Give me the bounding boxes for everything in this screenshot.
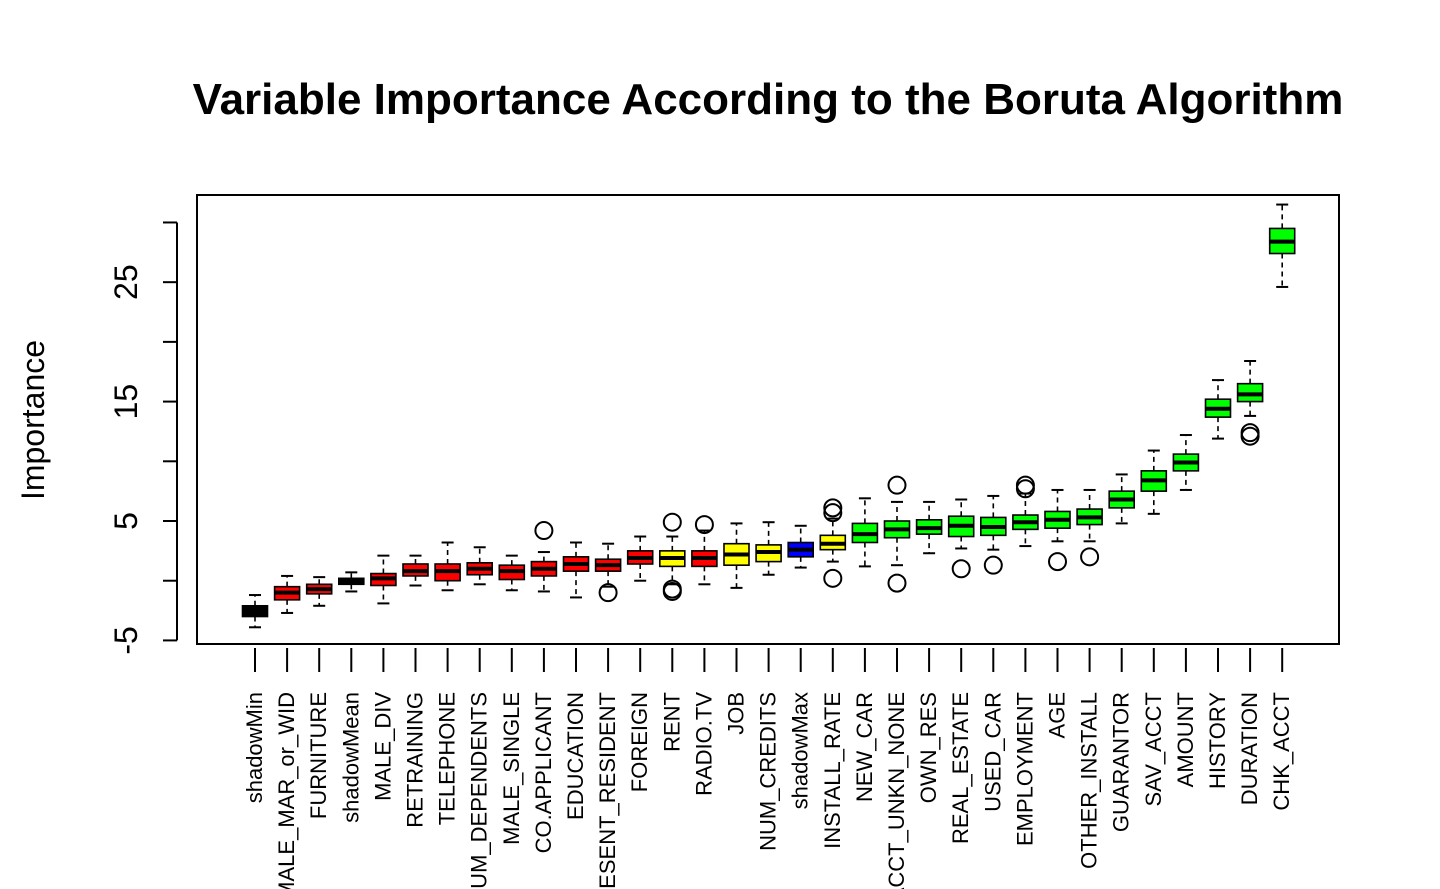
box-used-car xyxy=(979,494,1007,575)
outlier-point xyxy=(823,503,843,523)
outlier-point xyxy=(598,583,618,603)
outlier-point xyxy=(694,515,714,535)
box-age xyxy=(1044,488,1071,572)
x-tick-label: OTHER_INSTALL xyxy=(1077,692,1102,869)
box-telephone xyxy=(434,541,461,592)
outlier-point xyxy=(662,512,682,532)
box-co-applicant xyxy=(530,521,558,593)
outlier-point xyxy=(983,555,1003,575)
boxplot-series xyxy=(241,203,1296,629)
y-tick-label: 25 xyxy=(108,264,144,300)
x-tick-label: NUM_CREDITS xyxy=(756,692,781,851)
x-tick-label: EDUCATION xyxy=(563,692,588,820)
y-axis-label: Importance xyxy=(15,340,51,500)
x-tick-label: PERSONAL_STATUS_MALE_MAR_or_WID xyxy=(274,692,299,889)
box-other-install xyxy=(1076,488,1103,567)
outlier-point xyxy=(823,568,843,588)
box-shadowmin xyxy=(241,594,269,629)
box-retraining xyxy=(402,554,429,587)
box-shadowmean xyxy=(337,571,365,593)
x-tick-label: MALE_SINGLE xyxy=(499,692,524,845)
x-tick-label: shadowMin xyxy=(242,692,267,803)
x-tick-label: AMOUNT xyxy=(1173,692,1198,787)
outlier-point xyxy=(1015,479,1035,499)
x-tick-label: EMPLOYMENT xyxy=(1012,692,1037,846)
box-sav-acct xyxy=(1140,449,1168,515)
x-tick-label: FOREIGN xyxy=(627,692,652,792)
box-real-estate xyxy=(947,498,975,579)
box-personal-status-male-mar-or-wid xyxy=(273,574,301,614)
box-job xyxy=(723,522,750,589)
y-tick-label: 15 xyxy=(108,384,144,420)
outlier-point xyxy=(951,559,971,579)
box-install-rate xyxy=(819,498,847,588)
x-tick-label: DURATION xyxy=(1237,692,1262,805)
x-tick-label: NEW_CAR xyxy=(852,692,877,802)
outlier-point xyxy=(1015,475,1035,495)
y-tick-label: -5 xyxy=(108,626,144,654)
outlier-point xyxy=(1080,547,1100,567)
x-tick-label: MALE_DIV xyxy=(370,692,395,801)
x-tick-label: CO.APPLICANT xyxy=(531,692,556,853)
box-amount xyxy=(1172,434,1200,491)
box-num-dependents xyxy=(466,546,494,586)
box-rent xyxy=(658,512,686,601)
x-tick-label: FURNITURE xyxy=(306,692,331,819)
box-shadowmax xyxy=(787,524,815,569)
box-radio-tv xyxy=(691,515,718,586)
x-tick-label: shadowMean xyxy=(338,692,363,823)
outlier-point xyxy=(1240,426,1260,446)
outlier-point xyxy=(1048,552,1067,572)
x-tick-label: REAL_ESTATE xyxy=(948,692,973,844)
box-foreign xyxy=(626,535,654,582)
x-tick-label: CHK_ACCT xyxy=(1269,692,1294,811)
x-tick-label: SAV_ACCT xyxy=(1141,692,1166,807)
box-male-div xyxy=(370,554,397,605)
x-tick-label: USED_CAR xyxy=(980,692,1005,812)
box-employment xyxy=(1012,475,1039,548)
x-tick-label: OWN_RES xyxy=(916,692,941,803)
x-tick-label: INSTALL_RATE xyxy=(820,692,845,849)
x-tick-label: PRESENT_RESIDENT xyxy=(595,692,620,889)
outlier-point xyxy=(823,498,843,518)
box-num-credits xyxy=(755,521,782,576)
x-tick-label: GUARANTOR xyxy=(1109,692,1134,832)
x-tick-label: RETRAINING xyxy=(403,692,428,828)
outlier-point xyxy=(534,521,554,541)
x-axis: shadowMin PERSONAL_STATUS_MALE_MAR_or_WID… xyxy=(242,648,1294,889)
box-guarantor xyxy=(1108,473,1135,525)
box-duration xyxy=(1236,359,1264,446)
box-sav-acct-unkn-none xyxy=(883,475,911,593)
y-axis: -5 5 15 25 xyxy=(108,221,178,655)
box-chk-acct xyxy=(1268,203,1296,288)
box-present-resident xyxy=(594,542,622,603)
x-tick-label: JOB xyxy=(724,692,749,735)
x-tick-label: TELEPHONE xyxy=(435,692,460,825)
outlier-point xyxy=(887,475,907,495)
box-history xyxy=(1204,379,1232,440)
y-tick-label: 5 xyxy=(108,512,144,530)
box-new-car xyxy=(851,497,879,568)
box-education xyxy=(562,541,590,599)
box-male-single xyxy=(498,554,526,592)
x-tick-label: SAV_ACCT_UNKN_NONE xyxy=(884,692,909,889)
outlier-point xyxy=(1240,423,1260,443)
x-tick-label: AGE xyxy=(1045,692,1070,738)
x-tick-label: NUM_DEPENDENTS xyxy=(467,692,492,889)
chart-title: Variable Importance According to the Bor… xyxy=(193,75,1344,124)
box-own-res xyxy=(915,500,943,555)
x-tick-label: HISTORY xyxy=(1205,692,1230,789)
plot-frame xyxy=(196,194,1340,645)
outlier-point xyxy=(887,573,907,593)
box-furniture xyxy=(305,576,333,607)
x-tick-label: RADIO.TV xyxy=(691,692,716,796)
x-tick-label: RENT xyxy=(659,692,684,752)
x-tick-label: shadowMax xyxy=(788,692,813,809)
outlier-point xyxy=(662,581,682,601)
